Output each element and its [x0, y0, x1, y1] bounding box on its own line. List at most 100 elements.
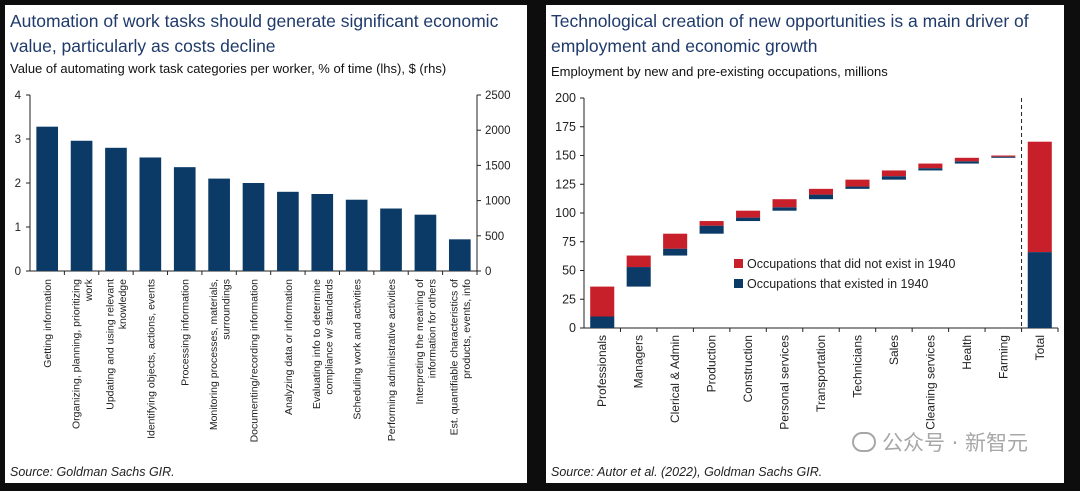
left-chart-svg: 0 1 2 3 4 0 500 1000 1500 2000 2500 Getting informa…	[15, 90, 511, 443]
bar	[277, 191, 299, 271]
bar-new	[918, 163, 943, 169]
y-tick-label: 50	[562, 264, 576, 278]
x-category-label: Scheduling work and activities	[352, 279, 364, 420]
watermark-text: 公众号 · 新智元	[881, 431, 1028, 455]
x-category-label: information for others	[427, 279, 439, 378]
x-category-label: Monitoring processes, materials,	[208, 279, 220, 430]
y-tick-label: 175	[555, 120, 576, 134]
y2-tick-label: 500	[485, 231, 504, 243]
x-category-label: Interpreting the meaning of	[414, 279, 426, 405]
bar-new	[626, 255, 651, 268]
x-category-label: Managers	[632, 335, 646, 388]
wechat-icon	[851, 432, 876, 452]
y-tick-label: 75	[562, 235, 576, 249]
y-tick-label: 25	[562, 292, 576, 306]
legend-label-existed: Occupations that existed in 1940	[747, 277, 928, 291]
bar-existed	[881, 176, 906, 180]
bar	[173, 167, 196, 271]
x-category-label: knowledge	[117, 279, 129, 329]
x-category-label: Health	[960, 335, 974, 370]
bar-existed	[808, 194, 834, 200]
bar	[139, 157, 162, 271]
x-category-label: Professionals	[595, 335, 609, 407]
bar-new	[736, 210, 761, 218]
x-category-label: Personal services	[778, 335, 792, 430]
y-tick-label: 125	[555, 177, 576, 191]
bar	[242, 183, 265, 271]
bar-new	[991, 155, 1016, 157]
y2-tick-label: 2500	[485, 90, 511, 102]
x-category-label: Sales	[887, 335, 901, 365]
bar	[380, 208, 402, 271]
y2-tick-label: 2000	[485, 125, 511, 137]
bar	[105, 147, 127, 271]
x-category-label: Total	[1033, 335, 1047, 360]
x-category-label: Updating and using relevant	[105, 279, 117, 410]
bar-existed	[663, 248, 688, 256]
bar-existed	[954, 161, 979, 164]
bar-new	[699, 221, 724, 226]
x-category-label: Clerical & Admin	[668, 335, 682, 423]
x-category-label: Documenting/recording information	[249, 279, 261, 443]
bar-new	[1027, 141, 1052, 253]
y-tick-label: 4	[15, 90, 22, 102]
x-category-label: Analyzing data or information	[283, 279, 295, 415]
y-tick-label: 150	[555, 149, 576, 163]
bar-existed	[991, 156, 1016, 158]
bar-new	[663, 233, 688, 249]
legend-label-new: Occupations that did not exist in 1940	[747, 257, 956, 271]
x-category-label: products, events, info	[461, 279, 473, 379]
y-tick-label: 0	[15, 266, 21, 278]
bar	[311, 194, 334, 271]
left-chart-title: Automation of work tasks should generate…	[10, 11, 499, 56]
bar-existed	[918, 168, 943, 171]
bar-new	[845, 179, 870, 187]
x-category-label: Technicians	[850, 335, 864, 398]
right-chart-svg: 0 25 50 75 100 125 150 175 200 Professionals Manag…	[555, 91, 1059, 430]
left-chart-panel: Automation of work tasks should generate…	[5, 5, 527, 483]
y2-tick-label: 1000	[485, 196, 511, 208]
x-category-label: Evaluating info to determine	[311, 279, 323, 409]
bar-new	[954, 157, 979, 162]
bar	[448, 239, 471, 271]
x-category-label: surroundings	[220, 279, 232, 340]
x-category-label: Transportation	[814, 335, 828, 412]
legend-swatch-new	[734, 259, 743, 268]
y-tick-label: 100	[555, 206, 576, 220]
y-tick-label: 0	[569, 321, 576, 335]
x-category-label: Getting information	[42, 279, 54, 368]
bar-existed	[736, 217, 761, 222]
left-chart-source: Source: Goldman Sachs GIR.	[10, 465, 175, 479]
y-tick-label: 2	[15, 178, 21, 190]
bar-existed	[626, 267, 651, 287]
right-chart-source: Source: Autor et al. (2022), Goldman Sac…	[551, 465, 823, 479]
y2-tick-label: 1500	[485, 160, 511, 172]
right-chart-subtitle: Employment by new and pre-existing occup…	[551, 64, 888, 79]
bar	[345, 199, 368, 271]
y2-tick-label: 0	[485, 266, 491, 278]
x-category-label: compliance w/ standards	[324, 279, 336, 395]
x-category-label: Performing administrative activities	[386, 279, 398, 441]
x-category-label: Construction	[741, 335, 755, 402]
bar-new	[881, 170, 906, 177]
bar-existed	[772, 207, 797, 211]
bar-existed	[1027, 252, 1052, 328]
x-category-label: Farming	[996, 335, 1010, 379]
bar-new	[772, 199, 797, 208]
bar-existed	[845, 186, 870, 189]
bar-new	[808, 188, 834, 195]
bar-new	[590, 286, 615, 317]
legend-swatch-existed	[734, 279, 743, 288]
watermark: 公众号 · 新智元	[851, 427, 1028, 457]
bar	[414, 214, 437, 271]
right-chart-title: Technological creation of new opportunit…	[551, 11, 1029, 56]
bar	[70, 140, 93, 271]
x-category-label: Identifying objects, actions, events	[145, 279, 157, 439]
x-category-label: Organizing, planning, prioritizing	[70, 279, 82, 429]
y-tick-label: 200	[555, 91, 576, 105]
bar	[36, 126, 59, 272]
left-chart-subtitle: Value of automating work task categories…	[10, 61, 447, 76]
x-category-label: Production	[705, 335, 719, 392]
x-category-label: Processing information	[180, 279, 192, 386]
y-tick-label: 1	[15, 222, 21, 234]
